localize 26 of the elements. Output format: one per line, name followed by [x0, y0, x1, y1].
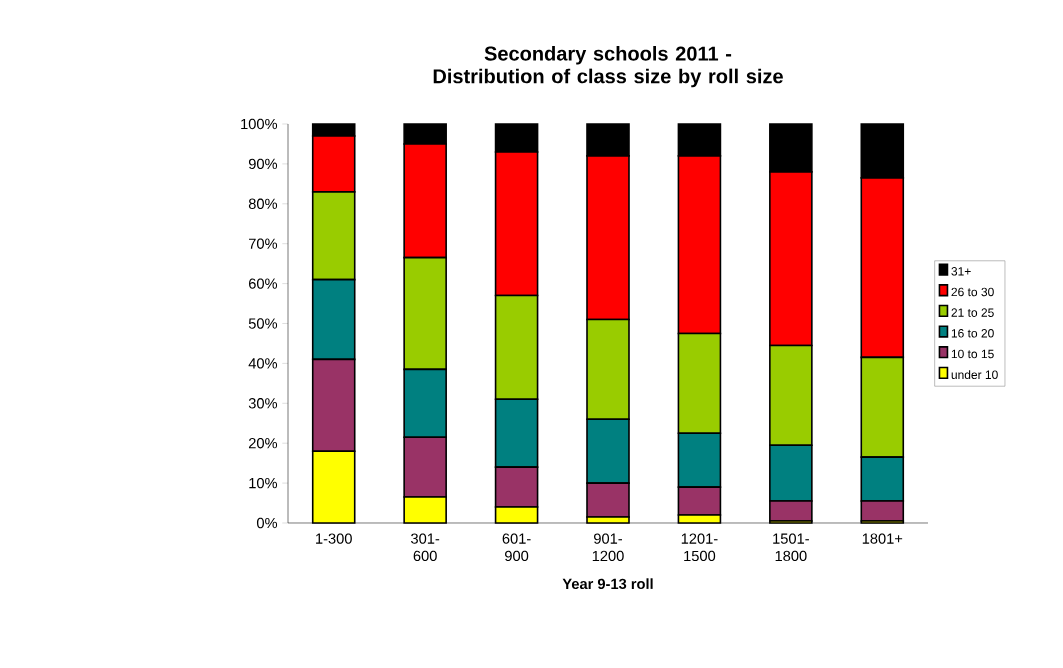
x-tick-label: 601-900 [502, 533, 531, 562]
y-tick-label: 20% [248, 438, 278, 449]
y-tick-label: 100% [241, 118, 278, 130]
legend-label: 10 to 15 [951, 349, 994, 359]
y-tick-label: 90% [248, 158, 278, 170]
y-tick-label: 0% [256, 517, 278, 529]
legend-label: 21 to 25 [951, 308, 994, 317]
legend-label: under 10 [951, 370, 998, 379]
legend-label: 26 to 30 [951, 287, 994, 297]
y-tick-label: 70% [249, 238, 278, 249]
x-axis-title: Year 9-13 roll [562, 578, 653, 590]
x-tick-label: 1201-1500 [681, 533, 718, 562]
x-tick-label: 301-600 [411, 533, 440, 562]
y-tick-label: 80% [248, 198, 278, 209]
y-tick-label: 10% [249, 477, 278, 489]
x-tick-label: 1801+ [862, 533, 903, 544]
x-tick-label: 901-1200 [592, 533, 624, 562]
y-tick-label: 60% [249, 278, 278, 289]
y-tick-label: 50% [248, 318, 278, 329]
chart-title: Secondary schools 2011 - Distribution of class size by roll size [433, 45, 783, 88]
y-tick-label: 40% [248, 358, 278, 369]
legend-label: 16 to 20 [951, 329, 994, 338]
y-tick-label: 30% [248, 398, 278, 409]
x-tick-label: 1501-1800 [773, 533, 809, 562]
legend-label: 31+ [951, 267, 971, 276]
x-tick-label: 1-300 [316, 533, 352, 544]
